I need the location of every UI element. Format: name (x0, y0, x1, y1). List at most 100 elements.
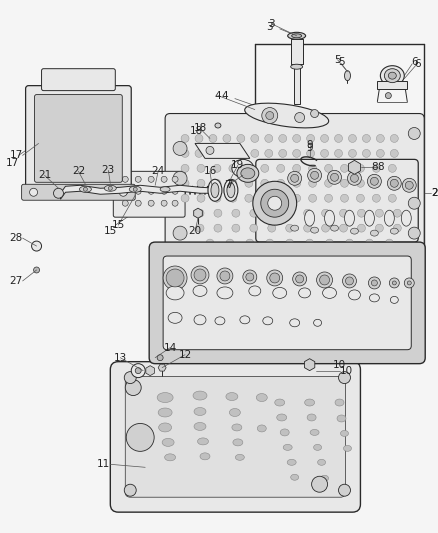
Ellipse shape (322, 287, 336, 298)
Circle shape (125, 379, 141, 395)
Circle shape (362, 134, 370, 142)
Circle shape (306, 134, 314, 142)
Circle shape (392, 224, 400, 232)
Ellipse shape (304, 210, 314, 226)
Ellipse shape (320, 475, 328, 481)
Ellipse shape (276, 414, 286, 421)
Circle shape (392, 281, 396, 285)
Circle shape (356, 179, 364, 187)
Circle shape (385, 93, 390, 99)
Circle shape (180, 149, 189, 157)
Text: 4: 4 (221, 91, 228, 101)
Ellipse shape (244, 103, 328, 128)
Ellipse shape (286, 459, 296, 465)
Polygon shape (145, 366, 154, 376)
Ellipse shape (309, 430, 318, 435)
Circle shape (340, 164, 348, 172)
Circle shape (306, 149, 314, 157)
Circle shape (264, 134, 272, 142)
Ellipse shape (157, 393, 173, 402)
Circle shape (216, 268, 232, 284)
Circle shape (267, 196, 281, 210)
Circle shape (32, 241, 42, 251)
Circle shape (324, 194, 332, 202)
Circle shape (180, 164, 189, 172)
Circle shape (148, 200, 154, 206)
Ellipse shape (274, 399, 284, 406)
Circle shape (208, 134, 216, 142)
Circle shape (371, 179, 379, 187)
Ellipse shape (317, 459, 325, 465)
Circle shape (119, 188, 127, 196)
Bar (290, 39, 302, 64)
Text: 19: 19 (231, 160, 244, 171)
Ellipse shape (197, 438, 208, 445)
Ellipse shape (194, 315, 205, 325)
FancyBboxPatch shape (149, 242, 424, 364)
Circle shape (305, 239, 313, 247)
Ellipse shape (200, 453, 209, 460)
Bar (377, 80, 406, 88)
Text: 5: 5 (337, 56, 344, 67)
Circle shape (260, 194, 268, 202)
Text: 15: 15 (111, 220, 125, 230)
Circle shape (197, 164, 205, 172)
Ellipse shape (235, 454, 244, 461)
Circle shape (213, 209, 222, 217)
Ellipse shape (248, 286, 260, 296)
Circle shape (292, 194, 300, 202)
Ellipse shape (164, 454, 175, 461)
Text: 9: 9 (306, 140, 312, 150)
Ellipse shape (350, 228, 358, 234)
Ellipse shape (168, 312, 182, 324)
Text: 14: 14 (163, 343, 177, 353)
Circle shape (340, 179, 348, 187)
Circle shape (334, 134, 342, 142)
Ellipse shape (194, 423, 205, 431)
Circle shape (266, 270, 282, 286)
Circle shape (195, 209, 204, 217)
Circle shape (345, 239, 353, 247)
Ellipse shape (340, 431, 348, 437)
Circle shape (308, 164, 316, 172)
Circle shape (338, 484, 350, 496)
Ellipse shape (231, 424, 241, 431)
Text: 18: 18 (193, 124, 206, 133)
Circle shape (386, 176, 400, 190)
Circle shape (161, 188, 167, 194)
Circle shape (356, 194, 364, 202)
Ellipse shape (166, 286, 184, 300)
Circle shape (303, 209, 311, 217)
Circle shape (260, 179, 268, 187)
Ellipse shape (389, 228, 397, 234)
Circle shape (261, 108, 277, 124)
Circle shape (195, 224, 204, 232)
Text: 23: 23 (102, 165, 115, 175)
Circle shape (285, 239, 293, 247)
Ellipse shape (298, 288, 310, 298)
Ellipse shape (368, 294, 378, 302)
Text: 6: 6 (410, 56, 417, 67)
Ellipse shape (336, 415, 345, 422)
Circle shape (407, 127, 419, 140)
Text: 18: 18 (189, 126, 202, 136)
Circle shape (276, 179, 284, 187)
Circle shape (135, 200, 141, 206)
FancyBboxPatch shape (163, 256, 410, 350)
Text: 15: 15 (103, 226, 117, 236)
Ellipse shape (330, 225, 338, 231)
Text: 3: 3 (266, 22, 272, 32)
Circle shape (135, 368, 141, 374)
Ellipse shape (307, 414, 315, 421)
Text: 4: 4 (214, 91, 221, 101)
Text: 27: 27 (9, 276, 23, 286)
Circle shape (161, 176, 167, 182)
Circle shape (374, 209, 382, 217)
Ellipse shape (291, 34, 301, 38)
Circle shape (348, 134, 356, 142)
Circle shape (124, 484, 136, 496)
Circle shape (356, 164, 364, 172)
Circle shape (252, 181, 296, 225)
Circle shape (367, 277, 379, 289)
Text: 6: 6 (413, 59, 420, 69)
